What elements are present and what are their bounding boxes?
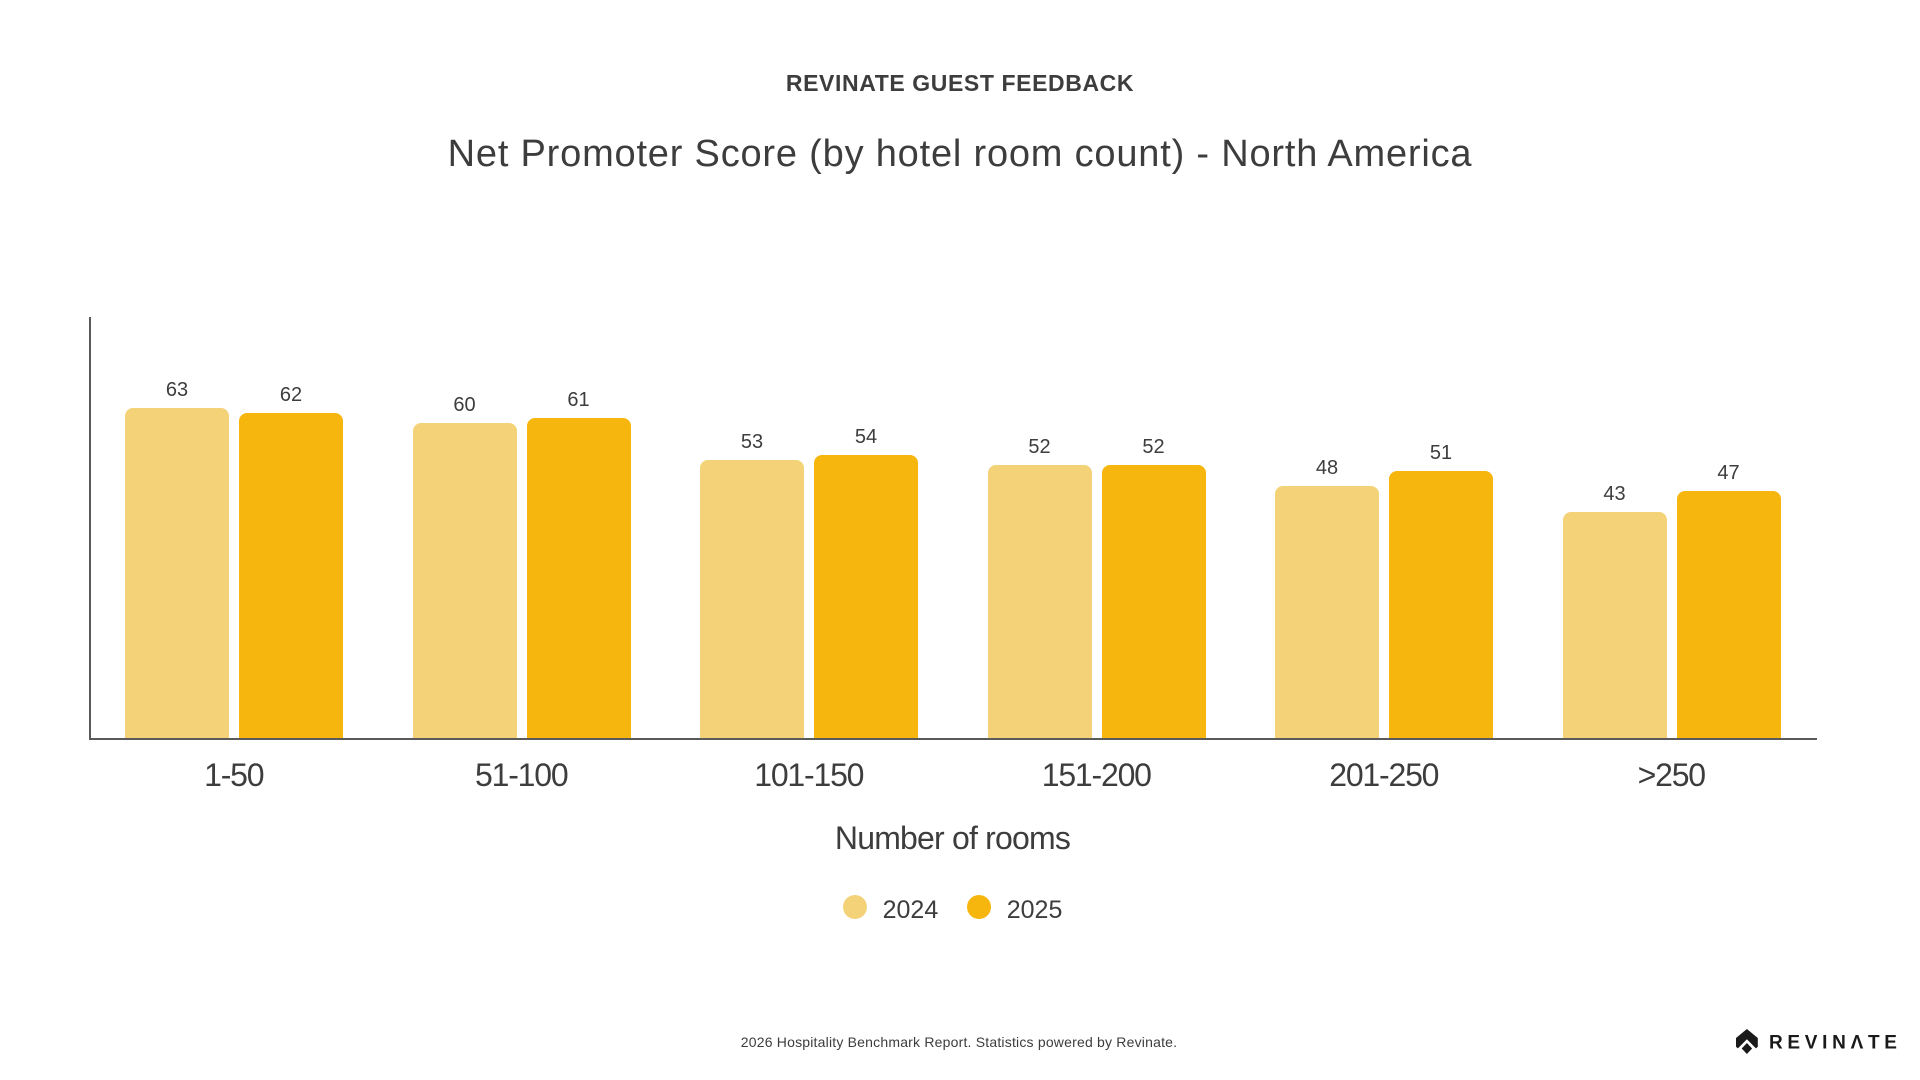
svg-text:REVINΛTE: REVINΛTE — [1769, 1033, 1899, 1054]
